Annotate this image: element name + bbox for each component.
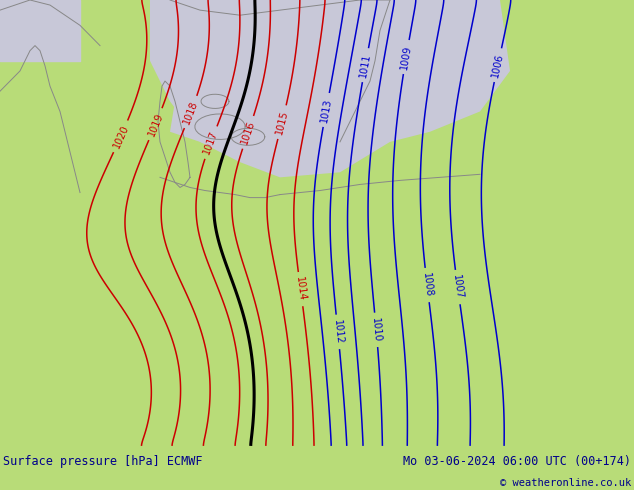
Text: 1018: 1018 <box>182 99 200 125</box>
Text: 1016: 1016 <box>240 119 257 146</box>
Text: 1006: 1006 <box>490 52 505 78</box>
Text: 1010: 1010 <box>370 317 382 343</box>
Text: 1020: 1020 <box>111 123 131 150</box>
Text: 1013: 1013 <box>319 97 333 123</box>
Text: 1007: 1007 <box>451 274 464 300</box>
Text: © weatheronline.co.uk: © weatheronline.co.uk <box>500 478 631 489</box>
Text: 1012: 1012 <box>332 319 344 344</box>
Polygon shape <box>150 0 390 177</box>
Text: 1019: 1019 <box>146 111 165 137</box>
Text: 1015: 1015 <box>275 109 290 135</box>
Polygon shape <box>390 0 510 142</box>
Text: 1014: 1014 <box>294 276 307 302</box>
Text: 1011: 1011 <box>358 52 373 78</box>
Text: Mo 03-06-2024 06:00 UTC (00+174): Mo 03-06-2024 06:00 UTC (00+174) <box>403 455 631 468</box>
Text: 1008: 1008 <box>421 272 434 298</box>
Polygon shape <box>170 81 270 152</box>
Text: Surface pressure [hPa] ECMWF: Surface pressure [hPa] ECMWF <box>3 455 203 468</box>
Text: 1017: 1017 <box>202 129 220 156</box>
Text: 1009: 1009 <box>399 44 413 70</box>
